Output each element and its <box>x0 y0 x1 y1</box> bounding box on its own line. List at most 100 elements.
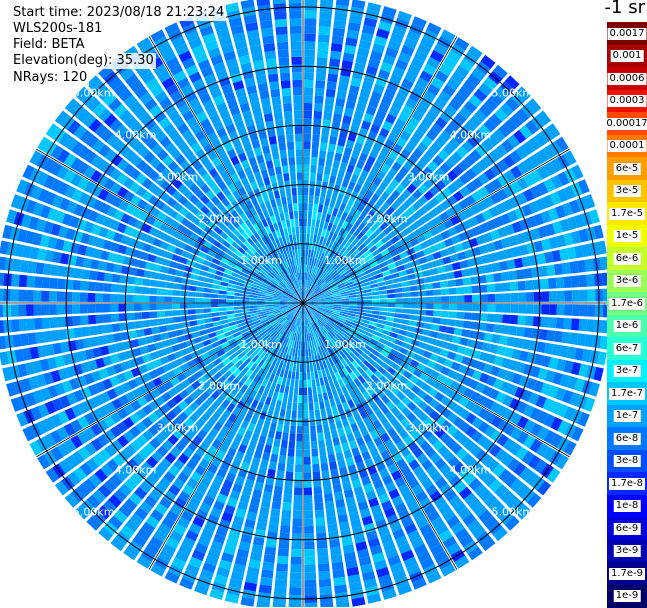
ray-cell <box>294 488 302 496</box>
ray-cell <box>486 274 495 283</box>
ray-cell <box>393 283 401 288</box>
ray-cell <box>304 34 316 42</box>
ray-cell <box>303 380 307 388</box>
ray-cell <box>219 290 227 294</box>
ray-cell <box>260 138 269 147</box>
colorbar-cell: 1.7e-8 <box>607 472 647 495</box>
ray-cell <box>304 418 309 426</box>
ray-cell <box>311 149 318 157</box>
ray-cell <box>330 546 342 555</box>
ray-cell <box>406 331 415 338</box>
ray-cell <box>469 267 478 276</box>
ray-cell <box>517 281 525 291</box>
ray-cell <box>314 111 323 119</box>
ray-cell <box>304 49 315 57</box>
ray-cell <box>304 472 312 480</box>
ray-cell <box>398 329 407 335</box>
ray-cell <box>577 333 586 346</box>
ray-cell <box>280 525 290 533</box>
ray-cell <box>305 265 307 273</box>
ray-cell <box>272 151 280 160</box>
ray-cell <box>400 324 409 330</box>
ray-cell <box>410 309 418 314</box>
ray-cell <box>260 577 273 586</box>
ray-cell <box>336 420 343 429</box>
ray-cell <box>298 203 302 211</box>
ray-cell <box>264 484 273 493</box>
colorbar-tick-label: 3e-7 <box>614 365 641 377</box>
ray-cell <box>524 268 533 279</box>
ray-cell <box>303 357 306 365</box>
ray-cell <box>304 157 310 165</box>
ray-cell <box>403 309 411 314</box>
ray-cell <box>263 554 275 563</box>
ray-cell <box>315 80 325 88</box>
ray-cell <box>304 88 313 96</box>
ray-cell <box>301 257 303 265</box>
ray-cell <box>334 12 347 21</box>
ray-cell <box>452 262 461 270</box>
ray-cell <box>193 262 202 269</box>
ray-cell <box>294 111 302 119</box>
ray-cell <box>220 286 228 291</box>
ray-cell <box>333 113 342 122</box>
ray-cell <box>273 439 280 448</box>
colorbar-tick-label: 1e-8 <box>614 500 641 512</box>
ray-cell <box>309 356 312 364</box>
ray-cell <box>444 264 453 272</box>
ray-cell <box>549 291 557 302</box>
ray-cell <box>337 138 346 147</box>
ray-cell <box>180 291 188 297</box>
ray-cell <box>165 311 173 317</box>
ray-cell <box>549 304 557 315</box>
ray-cell <box>103 314 111 323</box>
ray-cell <box>324 104 333 113</box>
ray-cell <box>357 297 365 300</box>
ray-cell <box>234 293 242 297</box>
ray-cell <box>318 158 325 166</box>
ray-cell <box>457 295 465 302</box>
ray-cell <box>296 434 302 442</box>
ray-cell <box>372 299 380 302</box>
ray-cell <box>303 226 306 234</box>
ray-cell <box>291 418 297 426</box>
ray-cell <box>304 495 313 503</box>
ray-cell <box>324 400 330 409</box>
ray-cell <box>265 51 277 60</box>
ray-cell <box>418 310 426 316</box>
ray-cell <box>282 432 289 440</box>
ray-cell <box>311 433 317 441</box>
ray-cell <box>151 272 160 280</box>
ray-cell <box>211 308 219 312</box>
ray-cell <box>334 305 342 307</box>
ray-cell <box>539 329 548 340</box>
colorbar-cell: 1e-5 <box>607 225 647 248</box>
ray-cell <box>422 329 431 336</box>
ray-cell <box>499 261 508 271</box>
ray-cell <box>281 517 291 525</box>
ray-cell <box>242 294 250 297</box>
ray-cell <box>420 263 429 270</box>
ray-cell <box>298 403 303 411</box>
ray-cell <box>434 304 442 310</box>
ray-cell <box>289 11 301 19</box>
ray-cell <box>97 325 106 335</box>
ray-cell <box>304 64 314 72</box>
ray-cell <box>388 303 396 307</box>
ray-cell <box>569 261 578 274</box>
colorbar-tick-label: 0.001 <box>611 50 644 62</box>
ray-cell <box>312 387 317 395</box>
ray-cell <box>188 298 196 303</box>
ray-cell <box>472 295 480 303</box>
ray-cell <box>35 332 44 344</box>
ray-cell <box>315 410 321 418</box>
ray-cell <box>291 227 295 235</box>
ray-cell <box>127 276 136 284</box>
ray-cell <box>400 276 409 282</box>
ray-cell <box>439 273 448 280</box>
ray-cell <box>585 334 594 347</box>
ray-cell <box>391 327 400 333</box>
ray-cell <box>270 454 278 463</box>
ray-cell <box>196 287 204 292</box>
